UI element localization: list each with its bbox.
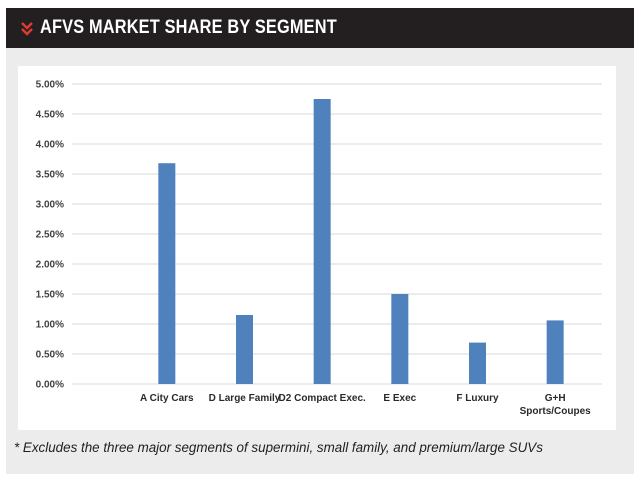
bar	[313, 99, 331, 384]
x-tick-label: D Large Family	[209, 393, 281, 404]
chart-header: AFVS MARKET SHARE BY SEGMENT	[6, 8, 634, 48]
x-tick-label: A City Cars	[140, 393, 194, 404]
y-tick-label: 5.00%	[36, 80, 64, 91]
bar-chart: 0.00% 0.50% 1.00% 1.50% 2.00% 2.50% 3.00% 3.50%…	[36, 80, 602, 417]
bar	[236, 315, 253, 384]
bar	[546, 320, 564, 384]
double-chevron-down-icon	[20, 20, 34, 36]
y-tick-label: 0.50%	[36, 350, 64, 361]
y-tick-label: 4.50%	[36, 110, 64, 121]
y-tick-label: 4.00%	[36, 140, 64, 151]
y-tick-label: 2.50%	[36, 230, 64, 241]
footnote: * Excludes the three major segments of s…	[14, 440, 543, 455]
y-tick-label: 0.00%	[36, 380, 64, 391]
x-tick-label: F Luxury	[456, 393, 499, 404]
y-tick-label: 2.00%	[36, 260, 64, 271]
y-tick-label: 1.00%	[36, 320, 64, 331]
bar	[469, 342, 486, 384]
y-tick-label: 3.00%	[36, 200, 64, 211]
y-tick-label: 3.50%	[36, 170, 64, 181]
plot-panel: 0.00% 0.50% 1.00% 1.50% 2.00% 2.50% 3.00% 3.50%…	[18, 66, 616, 430]
bar	[391, 294, 409, 384]
chart-title: AFVS MARKET SHARE BY SEGMENT	[40, 17, 337, 38]
x-tick-label: Sports/Coupes	[520, 406, 592, 417]
x-tick-label: G+H	[545, 393, 566, 404]
y-tick-label: 1.50%	[36, 290, 64, 301]
x-tick-label: D2 Compact Exec.	[279, 393, 366, 404]
x-tick-label: E Exec	[383, 393, 416, 404]
bar	[158, 163, 176, 384]
